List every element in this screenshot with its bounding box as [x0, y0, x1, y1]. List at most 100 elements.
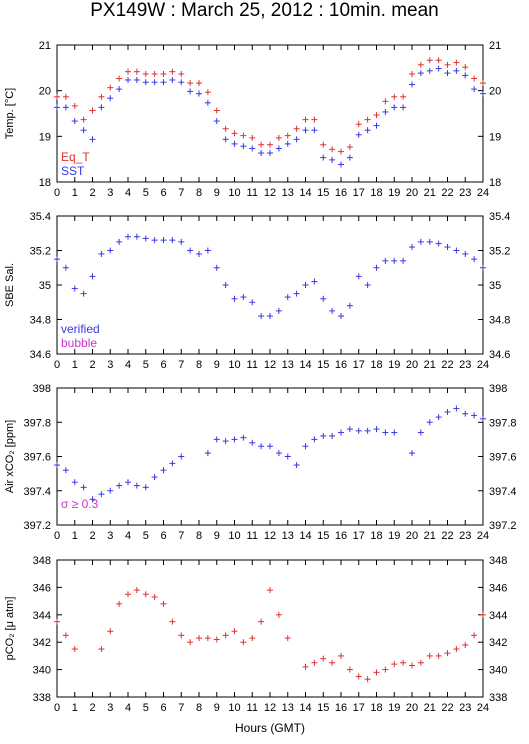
- x-tick-label: 9: [214, 530, 220, 542]
- x-tick-label: 0: [54, 702, 60, 714]
- y-tick-label-left: 342: [33, 637, 51, 649]
- y-tick-label-right: 397.8: [489, 417, 517, 429]
- x-tick-label: 6: [160, 702, 166, 714]
- legend-item-2: bubble: [61, 336, 97, 350]
- x-tick-label: 23: [459, 702, 471, 714]
- x-tick-label: 16: [335, 702, 347, 714]
- x-tick-label: 24: [477, 530, 489, 542]
- y-tick-label-right: 397.4: [489, 486, 517, 498]
- x-tick-label: 9: [214, 359, 220, 371]
- x-tick-label: 1: [72, 530, 78, 542]
- y-axis-label: SBE Sal.: [4, 263, 16, 307]
- x-tick-label: 7: [178, 702, 184, 714]
- y-tick-label-left: 35: [39, 280, 51, 292]
- y-tick-label-right: 35.2: [489, 246, 510, 258]
- y-tick-label-left: 397.8: [23, 417, 51, 429]
- x-tick-label: 14: [299, 702, 311, 714]
- x-tick-label: 5: [143, 702, 149, 714]
- x-tick-label: 1: [72, 187, 78, 199]
- x-tick-label: 12: [264, 702, 276, 714]
- x-tick-label: 7: [178, 530, 184, 542]
- x-tick-label: 15: [317, 530, 329, 542]
- x-tick-label: 13: [282, 530, 294, 542]
- x-tick-label: 23: [459, 187, 471, 199]
- y-tick-label-right: 338: [489, 692, 507, 704]
- y-tick-label-left: 338: [33, 692, 51, 704]
- plot-frame: [56, 215, 484, 355]
- x-tick-label: 2: [89, 702, 95, 714]
- x-tick-label: 1: [72, 702, 78, 714]
- x-tick-label: 22: [441, 359, 453, 371]
- y-tick-label-right: 34.8: [489, 315, 510, 327]
- y-tick-label-left: 20: [39, 86, 51, 98]
- series-Eq_T: [54, 57, 486, 155]
- x-tick-label: 4: [125, 702, 131, 714]
- x-tick-label: 5: [143, 187, 149, 199]
- x-axis-label: Hours (GMT): [235, 721, 305, 735]
- x-tick-label: 13: [282, 187, 294, 199]
- x-tick-label: 22: [441, 187, 453, 199]
- x-tick-label: 24: [477, 359, 489, 371]
- y-tick-label-right: 346: [489, 582, 507, 594]
- x-tick-label: 8: [196, 359, 202, 371]
- x-tick-label: 2: [89, 530, 95, 542]
- y-tick-label-right: 342: [489, 637, 507, 649]
- x-tick-label: 13: [282, 702, 294, 714]
- x-tick-label: 15: [317, 187, 329, 199]
- y-tick-label-right: 398: [489, 383, 507, 395]
- y-tick-label-right: 34.6: [489, 349, 510, 361]
- x-tick-label: 3: [107, 187, 113, 199]
- y-tick-label-left: 19: [39, 131, 51, 143]
- x-tick-label: 5: [143, 530, 149, 542]
- x-tick-label: 10: [228, 702, 240, 714]
- x-tick-label: 7: [178, 187, 184, 199]
- x-tick-label: 11: [247, 359, 258, 371]
- figure-title: PX149W : March 25, 2012 : 10min. mean: [90, 0, 439, 21]
- x-tick-label: 21: [424, 187, 436, 199]
- x-tick-label: 19: [388, 187, 400, 199]
- x-tick-label: 8: [196, 702, 202, 714]
- y-tick-label-right: 35: [489, 280, 501, 292]
- y-tick-label-left: 340: [33, 665, 51, 677]
- y-tick-label-left: 397.4: [23, 486, 51, 498]
- y-tick-label-right: 19: [489, 131, 501, 143]
- x-tick-label: 23: [459, 359, 471, 371]
- x-tick-label: 18: [370, 187, 382, 199]
- y-tick-label-right: 20: [489, 86, 501, 98]
- y-tick-label-left: 35.4: [30, 211, 51, 223]
- x-tick-label: 19: [388, 702, 400, 714]
- y-tick-label-left: 346: [33, 582, 51, 594]
- y-tick-label-left: 397.6: [23, 452, 51, 464]
- x-tick-label: 12: [264, 530, 276, 542]
- chart-panel-1: 0 1 2 3 4 5 6 7 8 9 10 11 12 13 14 15 16 17 18 19 20 21 22 23 24…: [4, 40, 501, 199]
- series-verified: [54, 405, 486, 503]
- y-tick-label-left: 398: [33, 383, 51, 395]
- sigma-annotation: σ ≥ 0.3: [61, 497, 99, 511]
- chart-panel-3: 0 1 2 3 4 5 6 7 8 9 10 11 12 13 14 15 16 17 18 19 20 21 22 23 24…: [4, 383, 517, 542]
- x-tick-label: 12: [264, 359, 276, 371]
- legend-item-1: verified: [61, 322, 100, 336]
- y-tick-label-right: 35.4: [489, 211, 510, 223]
- x-tick-label: 24: [477, 702, 489, 714]
- legend-item-2: SST: [61, 164, 85, 178]
- x-tick-label: 22: [441, 530, 453, 542]
- x-tick-label: 14: [299, 530, 311, 542]
- x-tick-label: 5: [143, 359, 149, 371]
- x-tick-label: 4: [125, 530, 131, 542]
- x-tick-label: 6: [160, 359, 166, 371]
- plot-frame: [56, 387, 484, 526]
- x-tick-label: 8: [196, 187, 202, 199]
- x-tick-label: 16: [335, 530, 347, 542]
- x-tick-label: 17: [353, 187, 365, 199]
- y-tick-label-left: 34.8: [30, 315, 51, 327]
- x-tick-label: 7: [178, 359, 184, 371]
- x-tick-label: 14: [299, 359, 311, 371]
- x-tick-label: 24: [477, 187, 489, 199]
- y-tick-label-right: 340: [489, 665, 507, 677]
- series-SST: [54, 65, 486, 168]
- x-tick-label: 9: [214, 702, 220, 714]
- y-tick-label-left: 35.2: [30, 246, 51, 258]
- x-tick-label: 18: [370, 702, 382, 714]
